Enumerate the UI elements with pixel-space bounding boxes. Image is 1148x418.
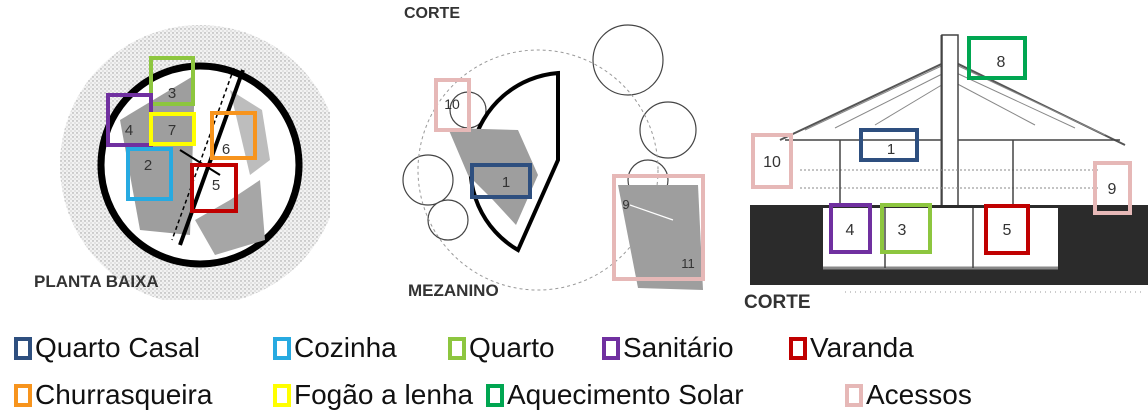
varanda-area: [195, 180, 265, 255]
mezanino-panel: CORTE 10 1 9 11: [398, 0, 728, 305]
legend-label: Acessos: [866, 379, 972, 410]
mezanino-drawing: CORTE 10 1 9 11: [402, 5, 705, 291]
marker-acessos-10: [434, 78, 471, 132]
legend-fogao: Fogão a lenha: [273, 379, 473, 411]
marker-fogao-7: [149, 112, 196, 146]
room-number-9: 9: [1108, 181, 1117, 198]
legend-label: Varanda: [810, 332, 914, 363]
mezanino-top-text: CORTE: [404, 5, 460, 22]
legend: Quarto Casal Cozinha Quarto Sanitário Va…: [0, 330, 1148, 418]
room-number-3: 3: [898, 222, 907, 239]
legend-label: Cozinha: [294, 332, 397, 363]
legend-label: Churrasqueira: [35, 379, 213, 410]
marker-varanda-5: [984, 204, 1030, 255]
legend-label: Aquecimento Solar: [507, 379, 744, 410]
legend-acessos: Acessos: [845, 379, 972, 411]
room-number-3: 3: [168, 85, 176, 102]
legend-swatch: [273, 336, 291, 360]
room-number-5: 5: [1003, 222, 1012, 239]
legend-label: Fogão a lenha: [294, 379, 474, 410]
room-number-10: 10: [444, 96, 460, 112]
legend-swatch: [273, 383, 291, 407]
marker-aquecimento-8: [967, 36, 1027, 80]
planta-baixa-drawing: 3 4 7 2 6 5: [60, 25, 330, 300]
diagonal-wall-inner: [171, 67, 235, 241]
marker-quarto-3: [149, 56, 195, 106]
room-number-6: 6: [222, 141, 230, 158]
legend-aquecimento: Aquecimento Solar: [486, 379, 744, 411]
legend-label: Sanitário: [623, 332, 734, 363]
marker-acessos-9-11: [612, 174, 705, 281]
legend-swatch: [602, 336, 620, 360]
room-number-5: 5: [212, 177, 220, 194]
legend-swatch: [845, 383, 863, 407]
planta-baixa-caption: PLANTA BAIXA: [34, 272, 159, 291]
room-number-7: 7: [168, 122, 176, 139]
acesso-area: [618, 185, 703, 290]
marker-quarto-casal-1: [470, 163, 532, 199]
marker-churrasqueira-6: [210, 111, 257, 160]
legend-varanda: Varanda: [789, 332, 914, 364]
corte-drawing: 8 1 10 9 4 3 5: [750, 34, 1148, 293]
corte-caption: CORTE: [744, 292, 811, 313]
room-number-10: 10: [763, 154, 781, 171]
legend-swatch: [486, 383, 504, 407]
legend-quarto: Quarto: [448, 332, 555, 364]
marker-acessos-9: [1093, 161, 1132, 215]
legend-label: Quarto: [469, 332, 555, 363]
legend-cozinha: Cozinha: [273, 332, 397, 364]
marker-acessos-10: [751, 133, 793, 189]
legend-label: Quarto Casal: [35, 332, 200, 363]
legend-swatch: [448, 336, 466, 360]
marker-sanitario-4: [829, 203, 872, 254]
basement-room: [823, 208, 1058, 268]
marker-varanda-5: [190, 163, 238, 213]
legend-swatch: [789, 336, 807, 360]
acesso-line: [629, 204, 674, 221]
outline-circle: [417, 49, 659, 291]
room-number-9: 9: [622, 197, 629, 212]
mezanino-floor: [448, 128, 538, 225]
planta-baixa-panel: 3 4 7 2 6 5: [0, 0, 330, 300]
room-number-11: 11: [681, 256, 695, 271]
legend-sanitario: Sanitário: [602, 332, 734, 364]
legend-swatch: [14, 383, 32, 407]
inner-wall: [179, 149, 221, 176]
marker-cozinha-2: [126, 147, 173, 201]
room-number-1: 1: [502, 174, 510, 191]
tree-symbols: [402, 24, 697, 241]
room-number-1: 1: [887, 141, 895, 158]
room-number-4: 4: [125, 122, 133, 139]
room-number-4: 4: [846, 222, 855, 239]
marker-quarto-3: [880, 203, 932, 254]
corte-panel: 8 1 10 9 4 3 5: [745, 0, 1148, 300]
room-number-2: 2: [144, 157, 152, 174]
legend-churrasqueira: Churrasqueira: [14, 379, 212, 411]
legend-quarto-casal: Quarto Casal: [14, 332, 200, 364]
marker-quarto-casal-1: [859, 128, 919, 162]
mezanino-caption: MEZANINO: [408, 281, 499, 300]
legend-swatch: [14, 336, 32, 360]
room-number-8: 8: [997, 54, 1006, 71]
